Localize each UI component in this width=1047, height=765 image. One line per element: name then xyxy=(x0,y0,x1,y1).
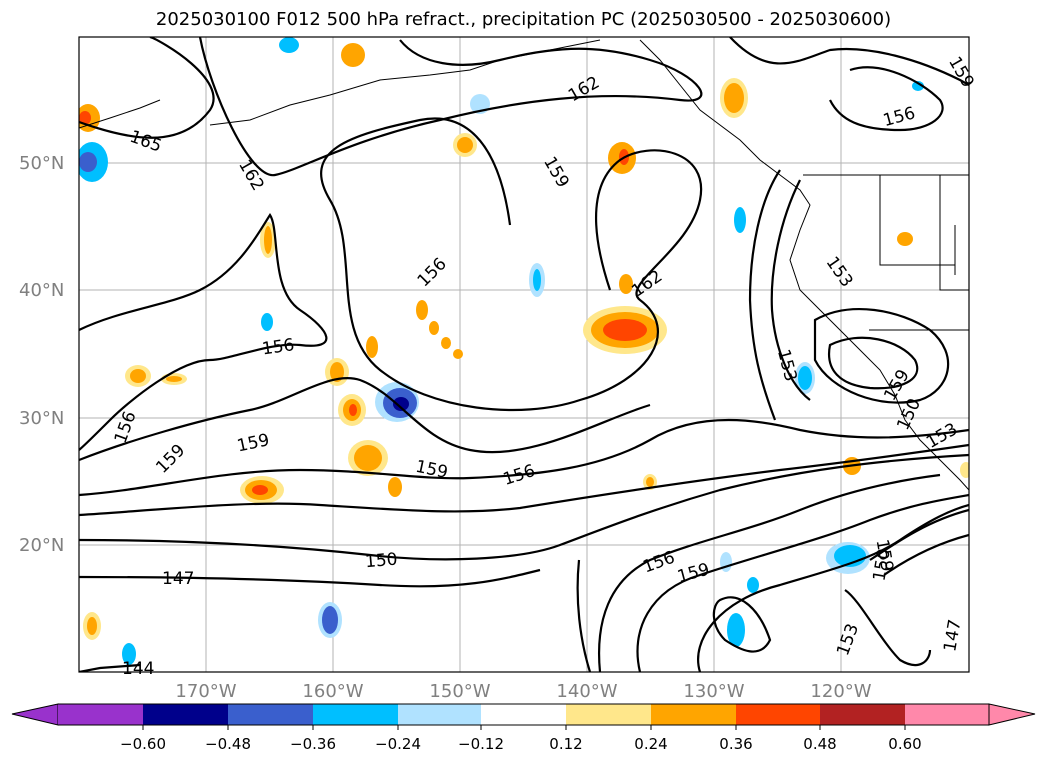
lat-label: 50°N xyxy=(19,153,64,174)
colorbar-segment xyxy=(313,704,398,725)
colorbar-tick-label: −0.48 xyxy=(205,735,251,753)
colorbar-segment xyxy=(143,704,228,725)
refractivity-contours xyxy=(79,37,969,672)
lat-label: 30°N xyxy=(19,408,64,429)
colorbar-segment xyxy=(228,704,313,725)
lon-label: 170°W xyxy=(175,681,236,702)
colorbar-tick-label: −0.24 xyxy=(375,735,421,753)
colorbar-segment xyxy=(820,704,905,725)
contour-label: 147 xyxy=(162,569,194,589)
lon-label: 160°W xyxy=(302,681,363,702)
colorbar-tick-label: −0.36 xyxy=(290,735,336,753)
contour-label: 150 xyxy=(364,550,398,573)
lat-label: 40°N xyxy=(19,280,64,301)
colorbar-max-extend xyxy=(988,703,1036,726)
colorbar-tick-label: 0.36 xyxy=(719,735,752,753)
colorbar-segment xyxy=(905,704,989,725)
colorbar-tick-label: 0.60 xyxy=(888,735,921,753)
precipitation-shading xyxy=(79,37,969,665)
lon-label: 140°W xyxy=(556,681,617,702)
colorbar-tick-label: −0.60 xyxy=(120,735,166,753)
colorbar-segment xyxy=(58,704,143,725)
colorbar-segment xyxy=(481,704,566,725)
colorbar-tick-label: −0.12 xyxy=(458,735,504,753)
map-gridlines xyxy=(79,37,969,672)
lon-label: 120°W xyxy=(810,681,871,702)
latitude-labels: 50°N 40°N 30°N 20°N xyxy=(19,153,64,556)
colorbar-segment xyxy=(651,704,736,725)
map-plot-area xyxy=(79,37,969,672)
map-frame xyxy=(78,36,970,673)
lat-label: 20°N xyxy=(19,535,64,556)
contour-label: 144 xyxy=(122,659,154,679)
map-title: 2025030100 F012 500 hPa refract., precip… xyxy=(155,9,892,30)
colorbar-tick-label: 0.48 xyxy=(803,735,836,753)
lon-label: 150°W xyxy=(429,681,490,702)
colorbar: −0.60 −0.48 −0.36 −0.24 −0.12 0.12 0.24 … xyxy=(11,703,1036,753)
colorbar-segment xyxy=(398,704,481,725)
contour-label: 156 xyxy=(261,335,296,359)
colorbar-segment xyxy=(736,704,820,725)
colorbar-min-extend xyxy=(11,703,59,726)
colorbar-tick-label: 0.12 xyxy=(549,735,582,753)
longitude-labels: 170°W 160°W 150°W 140°W 130°W 120°W xyxy=(175,681,871,702)
colorbar-tick-label: 0.24 xyxy=(634,735,667,753)
lon-label: 130°W xyxy=(683,681,744,702)
colorbar-segment xyxy=(566,704,651,725)
